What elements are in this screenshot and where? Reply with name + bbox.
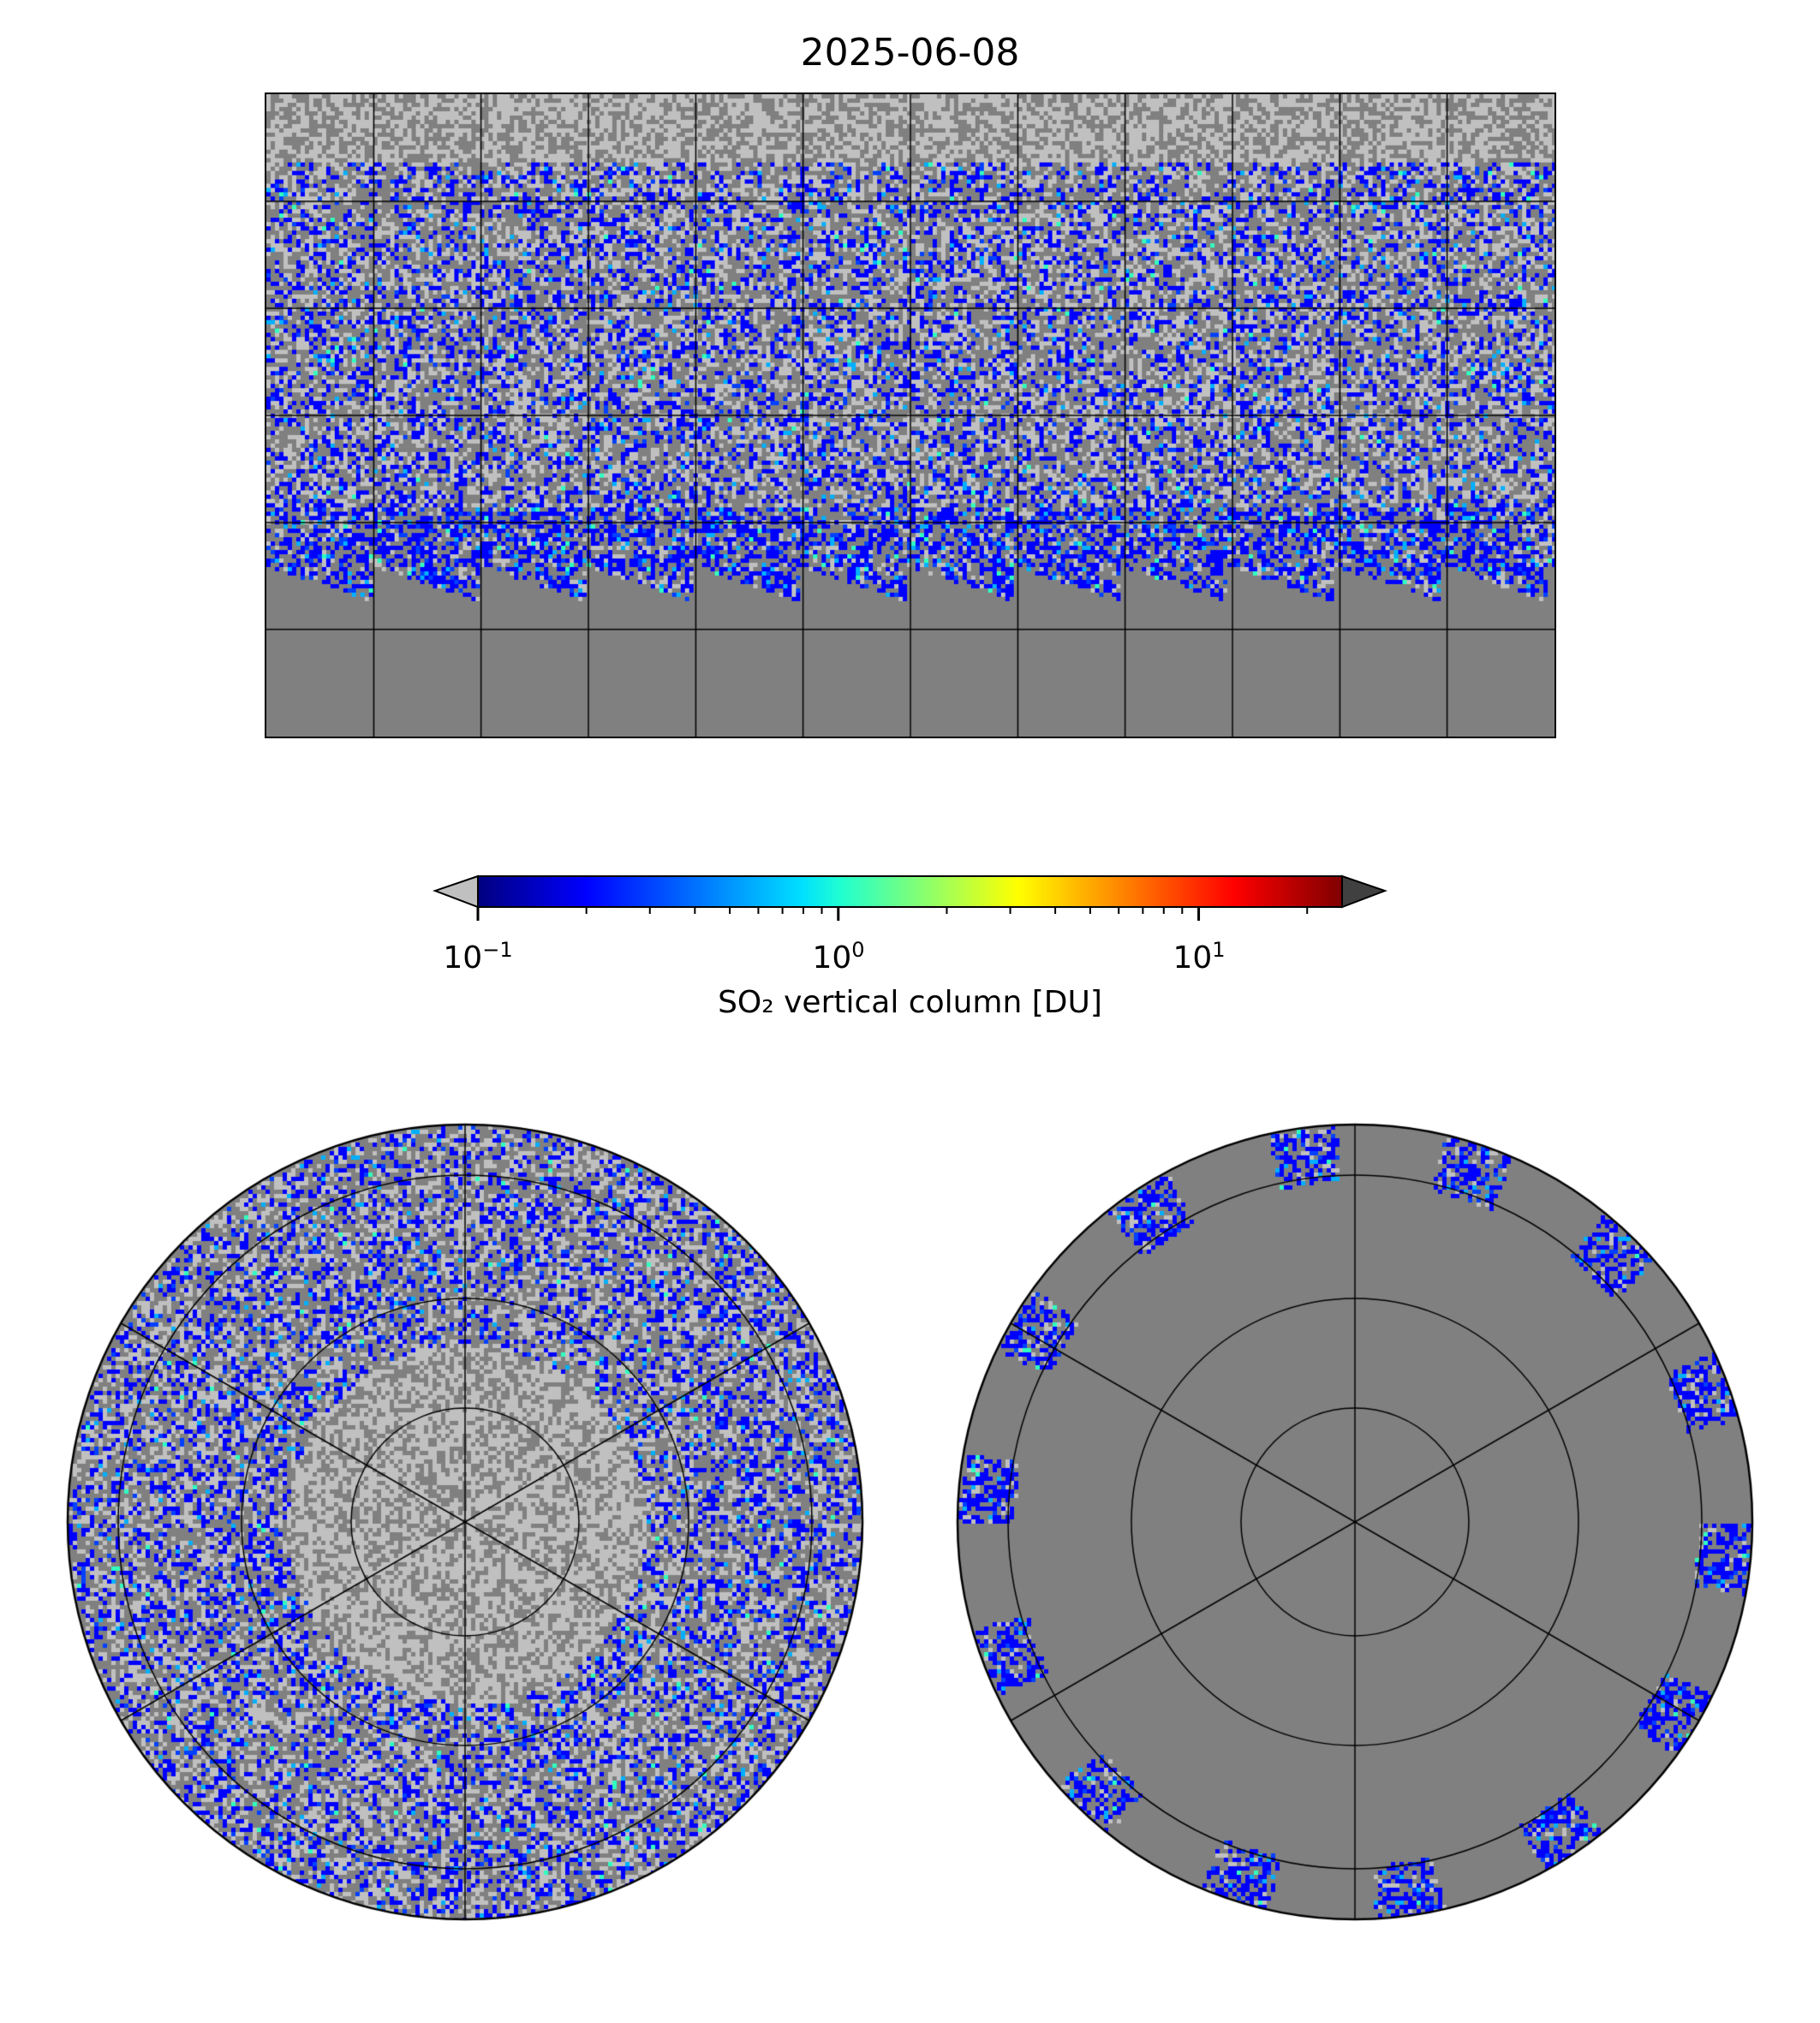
figure-title: 2025-06-08 (800, 31, 1020, 75)
colorbar-tick-label: 100 (812, 938, 865, 976)
colorbar-gradient (477, 875, 1343, 908)
colorbar-over-extension (1341, 874, 1387, 909)
north-polar-map (64, 1121, 866, 1923)
colorbar-ticks (476, 907, 1309, 921)
global-map (265, 92, 1556, 738)
colorbar-tick-label: 101 (1173, 938, 1226, 976)
colorbar-label: SO₂ vertical column [DU] (718, 985, 1102, 1020)
south-polar-map (954, 1121, 1756, 1923)
colorbar-under-extension (433, 874, 479, 909)
colorbar-tick-label: 10−1 (443, 938, 513, 976)
colorbar (433, 874, 1387, 921)
